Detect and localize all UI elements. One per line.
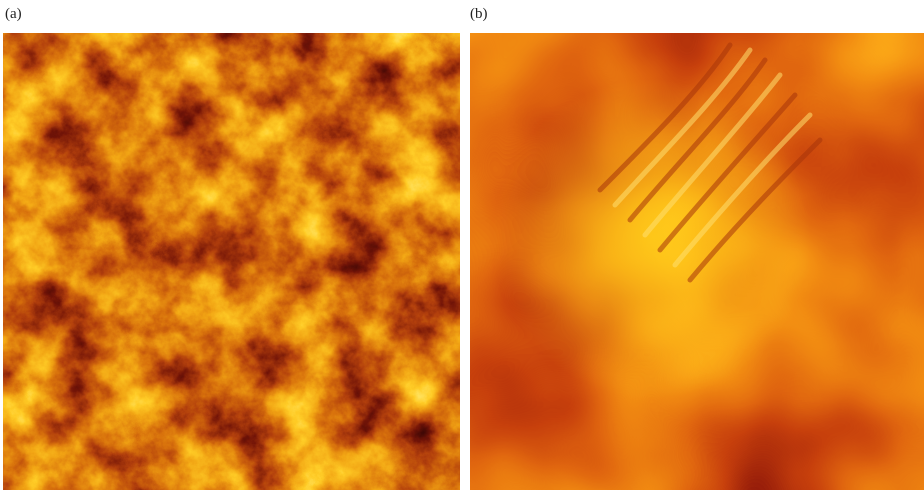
panel-glow — [470, 33, 924, 490]
panel-image-a — [3, 33, 460, 490]
ripples — [597, 42, 823, 283]
panel-label: (a) — [5, 6, 22, 22]
panel-label: (b) — [470, 6, 488, 22]
panel-image-b — [470, 33, 924, 490]
